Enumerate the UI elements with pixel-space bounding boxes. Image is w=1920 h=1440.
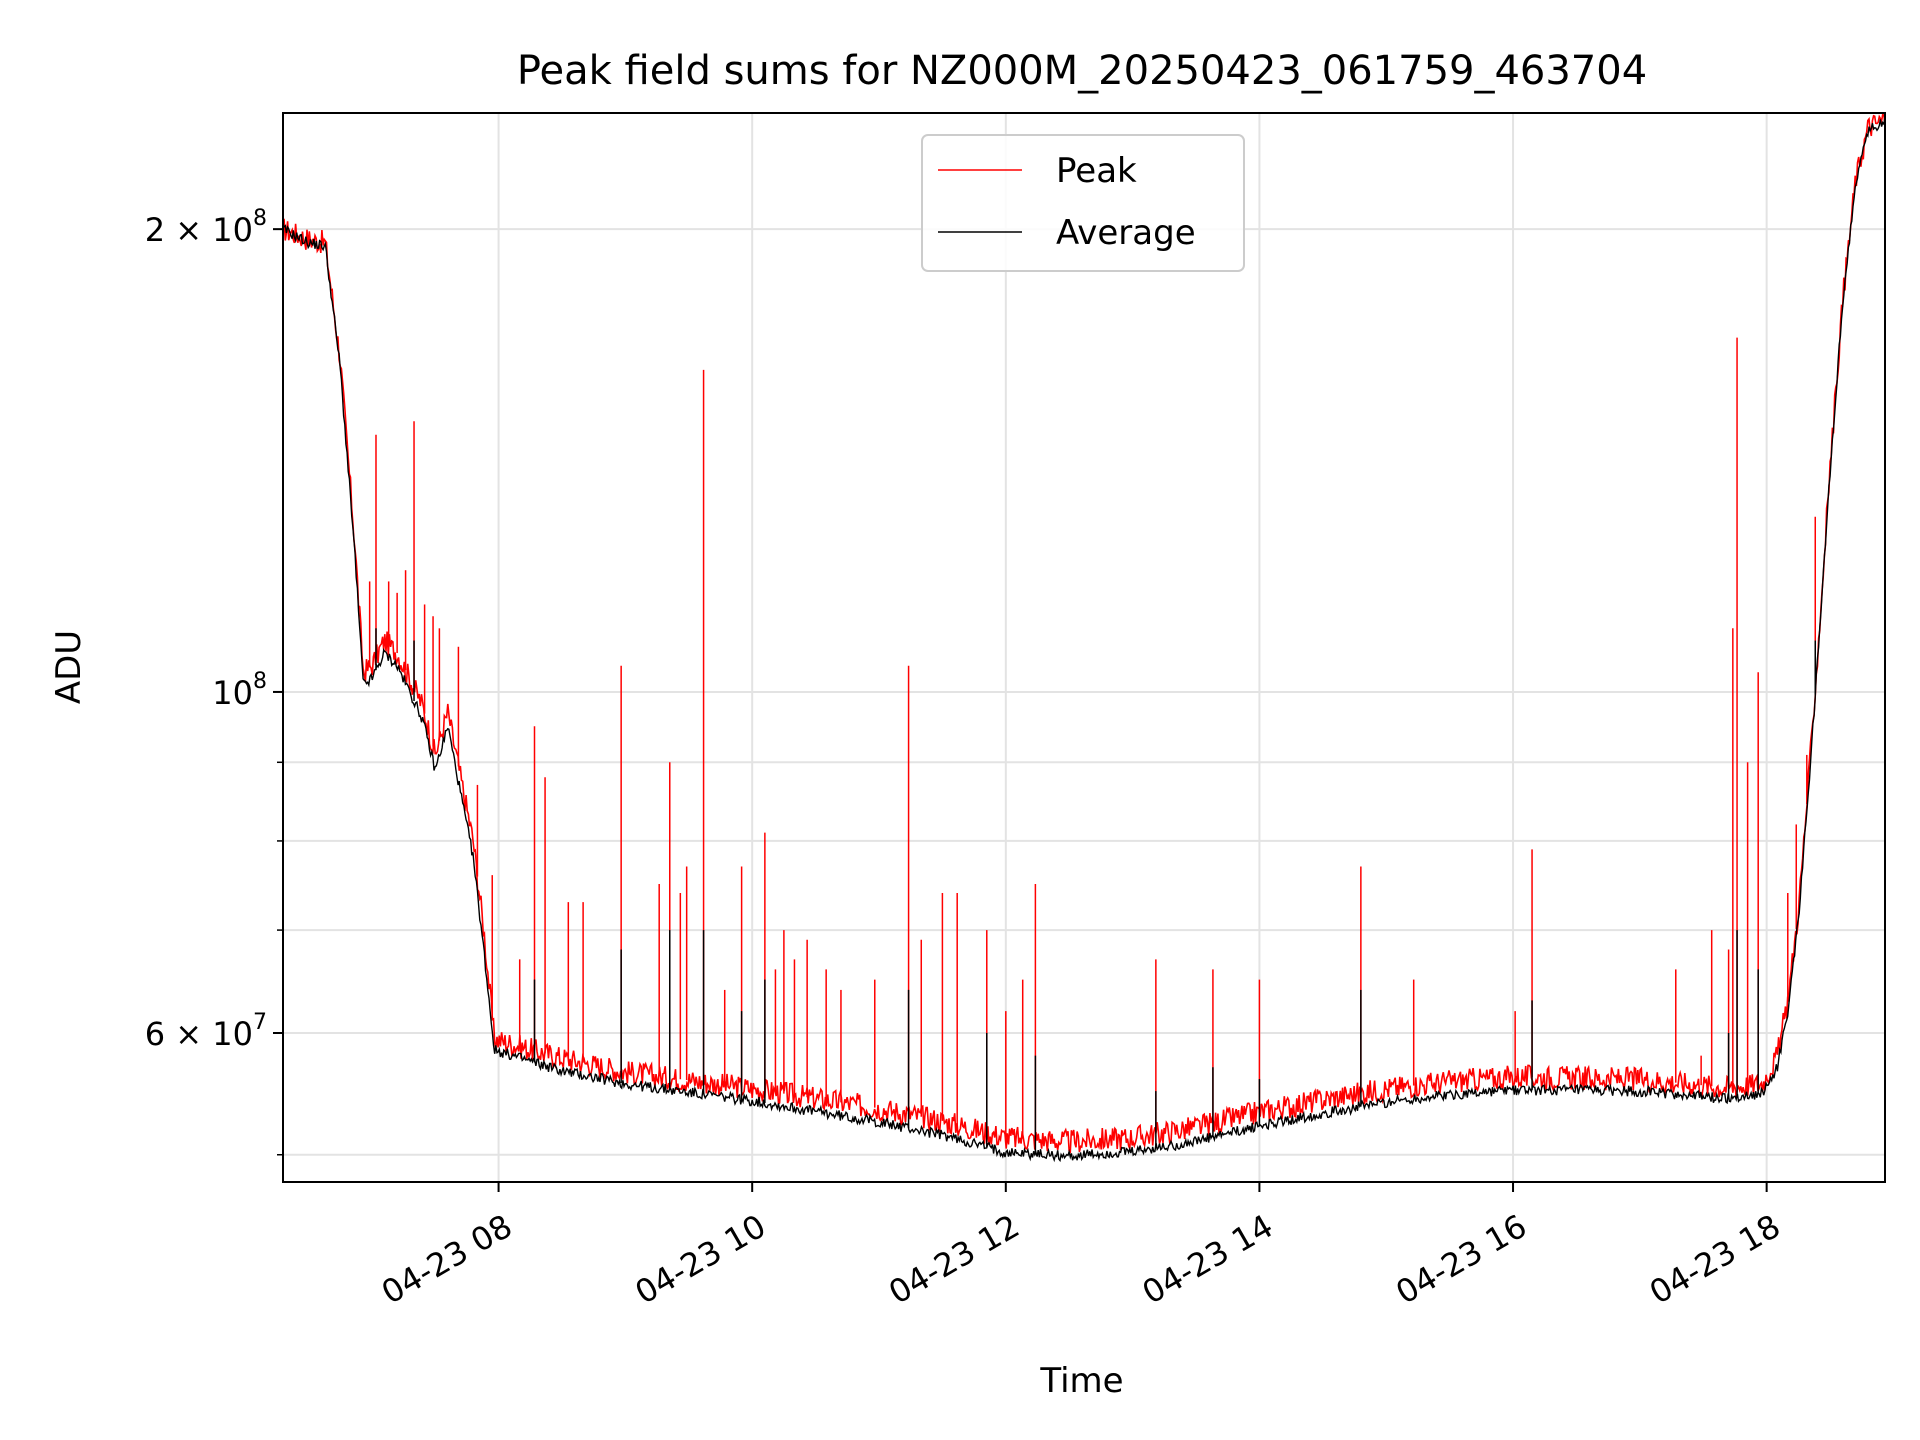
- series-line-peak: [283, 113, 1885, 1154]
- y-axis: 6 × 107 108 2 × 108: [145, 206, 283, 1156]
- grid: [283, 113, 1885, 1182]
- x-tick-label: 04-23 08: [375, 1207, 519, 1312]
- chart-title: Peak field sums for NZ000M_20250423_0617…: [517, 48, 1647, 94]
- x-axis: 04-23 08 04-23 10 04-23 12 04-23 14 04-23 16…: [375, 1182, 1787, 1312]
- legend-label-peak: Peak: [1056, 151, 1137, 191]
- x-axis-label: Time: [1039, 1361, 1123, 1401]
- x-tick-label: 04-23 12: [882, 1207, 1026, 1312]
- x-tick-label: 04-23 14: [1136, 1207, 1280, 1312]
- y-tick-label: 108: [212, 669, 267, 712]
- series-line-average: [283, 116, 1885, 1163]
- x-tick-label: 04-23 16: [1389, 1207, 1533, 1312]
- x-tick-label: 04-23 10: [629, 1207, 773, 1312]
- plot-frame: [282, 112, 1886, 1183]
- y-tick-label: 6 × 107: [145, 1010, 267, 1053]
- legend: Peak Average: [921, 134, 1245, 272]
- y-tick-label: 2 × 108: [145, 206, 267, 249]
- legend-label-average: Average: [1056, 213, 1196, 253]
- series-peak: [283, 113, 1885, 1154]
- y-axis-label: ADU: [49, 630, 89, 704]
- x-tick-label: 04-23 18: [1643, 1207, 1787, 1312]
- legend-box: [921, 134, 1245, 272]
- series-average: [283, 116, 1885, 1163]
